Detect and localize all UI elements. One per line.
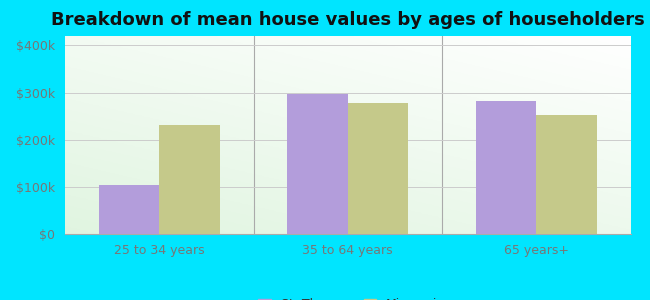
Bar bbox=[99, 184, 159, 234]
Bar bbox=[476, 101, 536, 234]
Legend: St. Thomas, Missouri: St. Thomas, Missouri bbox=[258, 298, 437, 300]
Title: Breakdown of mean house values by ages of householders: Breakdown of mean house values by ages o… bbox=[51, 11, 645, 29]
Bar bbox=[348, 103, 408, 234]
Bar bbox=[287, 94, 348, 234]
Bar bbox=[536, 115, 597, 234]
Bar bbox=[159, 124, 220, 234]
